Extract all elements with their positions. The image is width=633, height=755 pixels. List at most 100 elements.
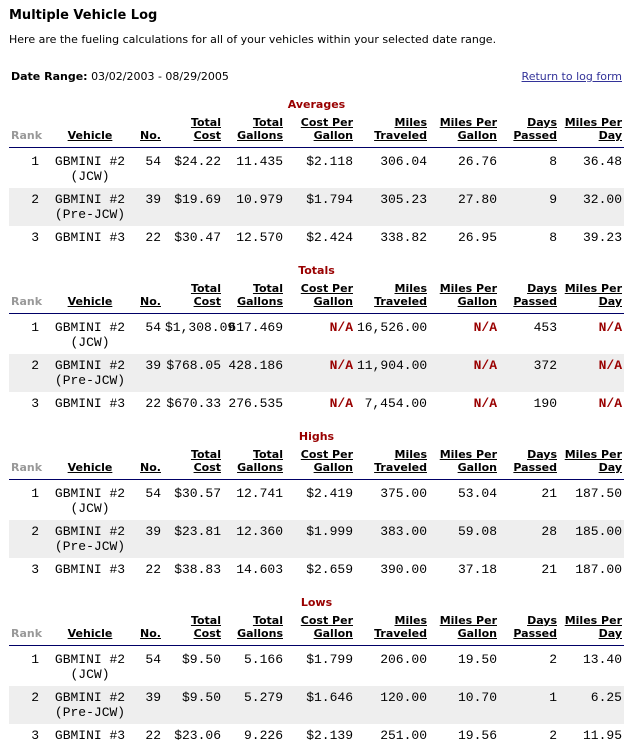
sort-link-days-passed[interactable]: Days Passed xyxy=(513,448,557,474)
column-header-total-cost[interactable]: Total Cost xyxy=(163,614,223,646)
cell-value: 1 xyxy=(31,154,39,169)
sort-link-miles-per-day[interactable]: Miles Per Day xyxy=(564,282,622,308)
cell-miles-per-gallon: N/A xyxy=(429,392,499,415)
column-header-no[interactable]: No. xyxy=(137,448,163,480)
sort-link-miles-traveled[interactable]: Miles Traveled xyxy=(374,448,427,474)
column-header-vehicle[interactable]: Vehicle xyxy=(43,614,137,646)
column-header-miles-per-gallon[interactable]: Miles Per Gallon xyxy=(429,282,499,314)
column-header-days-passed[interactable]: Days Passed xyxy=(499,448,559,480)
column-header-no[interactable]: No. xyxy=(137,116,163,148)
column-header-miles-per-gallon[interactable]: Miles Per Gallon xyxy=(429,614,499,646)
column-header-no[interactable]: No. xyxy=(137,282,163,314)
sort-link-total-cost[interactable]: Total Cost xyxy=(190,614,221,640)
sort-link-total-gallons[interactable]: Total Gallons xyxy=(237,282,283,308)
cell-rank: 2 xyxy=(9,520,43,558)
sort-link-no[interactable]: No. xyxy=(140,295,161,308)
sort-link-total-gallons[interactable]: Total Gallons xyxy=(237,614,283,640)
sort-link-total-gallons[interactable]: Total Gallons xyxy=(237,448,283,474)
column-header-miles-per-day[interactable]: Miles Per Day xyxy=(559,116,624,148)
sort-link-miles-per-day[interactable]: Miles Per Day xyxy=(564,116,622,142)
column-header-total-gallons[interactable]: Total Gallons xyxy=(223,614,285,646)
column-header-miles-per-day[interactable]: Miles Per Day xyxy=(559,282,624,314)
column-header-miles-traveled[interactable]: Miles Traveled xyxy=(355,282,429,314)
column-header-cost-per-gallon[interactable]: Cost Per Gallon xyxy=(285,614,355,646)
column-header-miles-per-day[interactable]: Miles Per Day xyxy=(559,614,624,646)
cell-miles-per-day: N/A xyxy=(559,314,624,355)
sort-link-miles-per-gallon[interactable]: Miles Per Gallon xyxy=(439,282,497,308)
cell-value: 10.979 xyxy=(236,192,283,207)
cell-miles-per-gallon: 19.50 xyxy=(429,646,499,687)
column-header-vehicle[interactable]: Vehicle xyxy=(43,116,137,148)
column-header-total-cost[interactable]: Total Cost xyxy=(163,282,223,314)
column-header-cost-per-gallon[interactable]: Cost Per Gallon xyxy=(285,116,355,148)
sort-link-miles-per-day[interactable]: Miles Per Day xyxy=(564,614,622,640)
vehicle-name: GBMINI #2 xyxy=(54,524,126,539)
sort-link-total-cost[interactable]: Total Cost xyxy=(190,448,221,474)
column-header-days-passed[interactable]: Days Passed xyxy=(499,282,559,314)
sort-link-miles-per-gallon[interactable]: Miles Per Gallon xyxy=(439,448,497,474)
vehicle-name: GBMINI #2 xyxy=(54,154,126,169)
sort-link-miles-traveled[interactable]: Miles Traveled xyxy=(374,282,427,308)
sort-link-total-gallons[interactable]: Total Gallons xyxy=(237,116,283,142)
log-section-averages: Averages Rank Vehicle No. Total Cost Total Gall… xyxy=(9,98,624,249)
return-to-log-form-link[interactable]: Return to log form xyxy=(521,70,622,83)
cell-total-gallons: 12.741 xyxy=(223,480,285,521)
section-title: Totals xyxy=(298,264,335,277)
cell-no: 54 xyxy=(137,480,163,521)
column-header-total-gallons[interactable]: Total Gallons xyxy=(223,282,285,314)
cell-value: 54 xyxy=(145,486,161,501)
column-header-vehicle[interactable]: Vehicle xyxy=(43,448,137,480)
sort-link-miles-per-day[interactable]: Miles Per Day xyxy=(564,448,622,474)
sort-link-miles-traveled[interactable]: Miles Traveled xyxy=(374,116,427,142)
cell-total-gallons: 617.469 xyxy=(223,314,285,355)
column-header-miles-per-day[interactable]: Miles Per Day xyxy=(559,448,624,480)
column-header-days-passed[interactable]: Days Passed xyxy=(499,116,559,148)
column-header-cost-per-gallon[interactable]: Cost Per Gallon xyxy=(285,282,355,314)
cell-total-cost: $9.50 xyxy=(163,686,223,724)
section-title: Highs xyxy=(298,430,335,443)
sort-link-days-passed[interactable]: Days Passed xyxy=(513,282,557,308)
column-header-miles-traveled[interactable]: Miles Traveled xyxy=(355,448,429,480)
column-header-total-cost[interactable]: Total Cost xyxy=(163,448,223,480)
column-header-cost-per-gallon[interactable]: Cost Per Gallon xyxy=(285,448,355,480)
sort-link-miles-per-gallon[interactable]: Miles Per Gallon xyxy=(439,614,497,640)
sort-link-vehicle[interactable]: Vehicle xyxy=(67,627,113,640)
sort-link-no[interactable]: No. xyxy=(140,129,161,142)
cell-value: 54 xyxy=(145,154,161,169)
sort-link-vehicle[interactable]: Vehicle xyxy=(67,461,113,474)
sort-link-total-cost[interactable]: Total Cost xyxy=(190,116,221,142)
sort-link-days-passed[interactable]: Days Passed xyxy=(513,116,557,142)
column-header-miles-per-gallon[interactable]: Miles Per Gallon xyxy=(429,448,499,480)
cell-value: N/A xyxy=(473,358,497,373)
sort-link-vehicle[interactable]: Vehicle xyxy=(67,129,113,142)
sort-link-miles-per-gallon[interactable]: Miles Per Gallon xyxy=(439,116,497,142)
sort-link-total-cost[interactable]: Total Cost xyxy=(190,282,221,308)
sort-link-no[interactable]: No. xyxy=(140,627,161,640)
column-header-miles-traveled[interactable]: Miles Traveled xyxy=(355,614,429,646)
sort-link-cost-per-gallon[interactable]: Cost Per Gallon xyxy=(300,282,353,308)
column-header-miles-traveled[interactable]: Miles Traveled xyxy=(355,116,429,148)
sort-link-no[interactable]: No. xyxy=(140,461,161,474)
sort-link-vehicle[interactable]: Vehicle xyxy=(67,295,113,308)
highs-table: Rank Vehicle No. Total Cost Total Gallons Cost … xyxy=(9,448,624,581)
column-header-vehicle[interactable]: Vehicle xyxy=(43,282,137,314)
column-header-total-gallons[interactable]: Total Gallons xyxy=(223,116,285,148)
column-header-total-cost[interactable]: Total Cost xyxy=(163,116,223,148)
column-header-days-passed[interactable]: Days Passed xyxy=(499,614,559,646)
cell-value: $2.659 xyxy=(306,562,353,577)
column-header-miles-per-gallon[interactable]: Miles Per Gallon xyxy=(429,116,499,148)
sort-link-cost-per-gallon[interactable]: Cost Per Gallon xyxy=(300,614,353,640)
cell-value: 39 xyxy=(145,690,161,705)
cell-total-cost: $38.83 xyxy=(163,558,223,581)
sort-link-cost-per-gallon[interactable]: Cost Per Gallon xyxy=(300,448,353,474)
column-header-total-gallons[interactable]: Total Gallons xyxy=(223,448,285,480)
table-row: 1 GBMINI #2 (JCW) 54 $30.57 12.741 $2.419 375.0… xyxy=(9,480,624,521)
cell-value: 2 xyxy=(31,358,39,373)
sort-link-days-passed[interactable]: Days Passed xyxy=(513,614,557,640)
cell-value: 16,526.00 xyxy=(357,320,428,335)
cell-value: 206.00 xyxy=(380,652,427,667)
column-header-no[interactable]: No. xyxy=(137,614,163,646)
sort-link-miles-traveled[interactable]: Miles Traveled xyxy=(374,614,427,640)
sort-link-cost-per-gallon[interactable]: Cost Per Gallon xyxy=(300,116,353,142)
